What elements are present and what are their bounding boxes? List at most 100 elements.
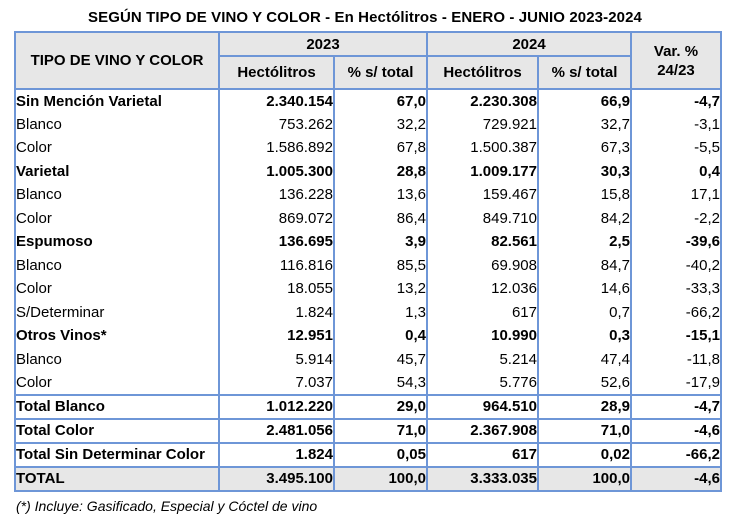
cell-var-pct: -4,6 [630, 417, 722, 443]
cell-2023-hectolitros: 753.262 [218, 112, 335, 136]
cell-2024-hectolitros: 964.510 [426, 393, 539, 419]
cell-2024-pct: 14,6 [537, 277, 632, 301]
cell-2023-pct: 54,3 [333, 371, 428, 395]
table-row: Varietal 1.005.300 28,8 1.009.177 30,3 0… [14, 159, 722, 183]
cell-2024-hectolitros: 10.990 [426, 324, 539, 348]
header-type-color: TIPO DE VINO Y COLOR [14, 32, 220, 90]
table-row: Color 869.072 86,4 849.710 84,2 -2,2 [14, 206, 722, 230]
cell-2023-pct: 13,2 [333, 277, 428, 301]
table-row: Color 18.055 13,2 12.036 14,6 -33,3 [14, 277, 722, 301]
header-hectolitros-2023: Hectólitros [218, 56, 335, 90]
row-label: Espumoso [14, 230, 220, 254]
cell-var-pct: -4,7 [630, 89, 722, 113]
table-row: Blanco 5.914 45,7 5.214 47,4 -11,8 [14, 347, 722, 371]
header-row-years: TIPO DE VINO Y COLOR 2023 2024 Var. % 24… [14, 32, 722, 90]
cell-var-pct: -40,2 [630, 253, 722, 277]
cell-2023-pct: 3,9 [333, 230, 428, 254]
cell-2024-pct: 67,3 [537, 136, 632, 160]
cell-2023-hectolitros: 1.012.220 [218, 393, 335, 419]
cell-2024-hectolitros: 617 [426, 300, 539, 324]
cell-var-pct: 0,4 [630, 159, 722, 183]
cell-2024-pct: 2,5 [537, 230, 632, 254]
cell-2024-pct: 30,3 [537, 159, 632, 183]
header-pct-total-2023: % s/ total [333, 56, 428, 90]
cell-2023-pct: 67,0 [333, 89, 428, 113]
table-row: Color 7.037 54,3 5.776 52,6 -17,9 [14, 371, 722, 395]
cell-2024-pct: 0,7 [537, 300, 632, 324]
table-row: Blanco 136.228 13,6 159.467 15,8 17,1 [14, 183, 722, 207]
cell-2023-pct: 32,2 [333, 112, 428, 136]
cell-2023-pct: 0,05 [333, 441, 428, 467]
cell-2023-pct: 13,6 [333, 183, 428, 207]
cell-2024-pct: 0,02 [537, 441, 632, 467]
cell-2023-pct: 29,0 [333, 393, 428, 419]
cell-2023-hectolitros: 2.340.154 [218, 89, 335, 113]
footnote: (*) Incluye: Gasificado, Especial y Cóct… [16, 497, 318, 514]
row-label: Total Sin Determinar Color [14, 441, 220, 467]
cell-2024-pct: 84,2 [537, 206, 632, 230]
cell-2024-hectolitros: 849.710 [426, 206, 539, 230]
cell-2023-pct: 0,4 [333, 324, 428, 348]
table-row: Blanco 116.816 85,5 69.908 84,7 -40,2 [14, 253, 722, 277]
page-title: SEGÚN TIPO DE VINO Y COLOR - En Hectólit… [88, 9, 642, 26]
table-row: Blanco 753.262 32,2 729.921 32,7 -3,1 [14, 112, 722, 136]
cell-2024-pct: 47,4 [537, 347, 632, 371]
header-var-pct: Var. % 24/23 [630, 32, 722, 90]
cell-2023-pct: 71,0 [333, 417, 428, 443]
cell-var-pct: -3,1 [630, 112, 722, 136]
cell-2024-pct: 28,9 [537, 393, 632, 419]
header-var-line2: 24/23 [657, 61, 695, 79]
table-row: Espumoso 136.695 3,9 82.561 2,5 -39,6 [14, 230, 722, 254]
cell-2023-hectolitros: 18.055 [218, 277, 335, 301]
cell-2023-pct: 28,8 [333, 159, 428, 183]
cell-2023-hectolitros: 1.586.892 [218, 136, 335, 160]
cell-var-pct: -4,6 [630, 465, 722, 491]
table-row: TOTAL 3.495.100 100,0 3.333.035 100,0 -4… [14, 465, 722, 491]
cell-2023-pct: 85,5 [333, 253, 428, 277]
cell-2024-hectolitros: 3.333.035 [426, 465, 539, 491]
row-label: Sin Mención Varietal [14, 89, 220, 113]
row-label: Otros Vinos* [14, 324, 220, 348]
header-pct-total-2024: % s/ total [537, 56, 632, 90]
row-label: Blanco [14, 347, 220, 371]
cell-2024-hectolitros: 729.921 [426, 112, 539, 136]
cell-var-pct: -5,5 [630, 136, 722, 160]
table-row: Total Blanco 1.012.220 29,0 964.510 28,9… [14, 393, 722, 419]
cell-2024-hectolitros: 617 [426, 441, 539, 467]
cell-2024-pct: 15,8 [537, 183, 632, 207]
row-label: Color [14, 136, 220, 160]
table-row: S/Determinar 1.824 1,3 617 0,7 -66,2 [14, 300, 722, 324]
row-label: Color [14, 277, 220, 301]
cell-2023-pct: 86,4 [333, 206, 428, 230]
table-row: Otros Vinos* 12.951 0,4 10.990 0,3 -15,1 [14, 324, 722, 348]
row-label: Blanco [14, 253, 220, 277]
cell-2024-pct: 84,7 [537, 253, 632, 277]
wine-statistics-table: TIPO DE VINO Y COLOR 2023 2024 Var. % 24… [14, 31, 722, 492]
cell-2023-hectolitros: 5.914 [218, 347, 335, 371]
table-row: Sin Mención Varietal 2.340.154 67,0 2.23… [14, 89, 722, 113]
table-header: TIPO DE VINO Y COLOR 2023 2024 Var. % 24… [14, 32, 722, 90]
cell-var-pct: -4,7 [630, 393, 722, 419]
cell-2024-pct: 71,0 [537, 417, 632, 443]
cell-2024-pct: 0,3 [537, 324, 632, 348]
row-label: S/Determinar [14, 300, 220, 324]
cell-2024-hectolitros: 69.908 [426, 253, 539, 277]
cell-2023-pct: 100,0 [333, 465, 428, 491]
row-label: Total Blanco [14, 393, 220, 419]
header-row-measures: Hectólitros % s/ total Hectólitros % s/ … [15, 56, 721, 90]
row-label: Varietal [14, 159, 220, 183]
cell-2024-hectolitros: 12.036 [426, 277, 539, 301]
cell-2024-pct: 66,9 [537, 89, 632, 113]
row-label: Color [14, 206, 220, 230]
header-year-2024: 2024 [426, 32, 632, 57]
header-year-2023: 2023 [218, 32, 428, 57]
row-label: Blanco [14, 183, 220, 207]
cell-2024-pct: 32,7 [537, 112, 632, 136]
cell-2023-pct: 45,7 [333, 347, 428, 371]
table-row: Total Sin Determinar Color 1.824 0,05 61… [14, 441, 722, 467]
row-label: TOTAL [14, 465, 220, 491]
cell-var-pct: -11,8 [630, 347, 722, 371]
cell-var-pct: -33,3 [630, 277, 722, 301]
cell-2024-pct: 52,6 [537, 371, 632, 395]
